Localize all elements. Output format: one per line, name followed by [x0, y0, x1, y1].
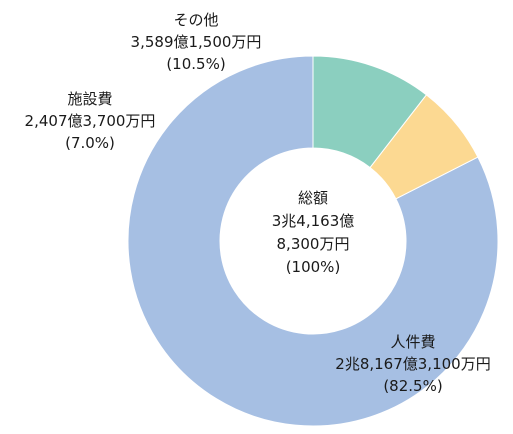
center-total-percent: (100%) — [286, 258, 341, 276]
center-title: 総額 — [298, 189, 328, 207]
slice-label-facilities-amount: 2,407億3,700万円 — [25, 112, 156, 130]
slice-personnel — [127, 55, 499, 427]
slices-group — [127, 55, 499, 427]
slice-other — [312, 55, 428, 169]
center-total-line1: 3兆4,163億 — [272, 212, 355, 230]
slice-label-other-percent: (10.5%) — [166, 55, 225, 73]
slice-label-other-amount: 3,589億1,500万円 — [131, 33, 262, 51]
slice-label-facilities-percent: (7.0%) — [65, 134, 115, 152]
slice-label-personnel-amount: 2兆8,167億3,100万円 — [335, 355, 490, 373]
slice-label-personnel-name: 人件費 — [390, 333, 435, 351]
slice-label-personnel-percent: (82.5%) — [383, 377, 442, 395]
slice-label-other-name: その他 — [173, 11, 218, 29]
center-total-line2: 8,300万円 — [277, 235, 350, 253]
slice-label-facilities-name: 施設費 — [67, 90, 112, 108]
